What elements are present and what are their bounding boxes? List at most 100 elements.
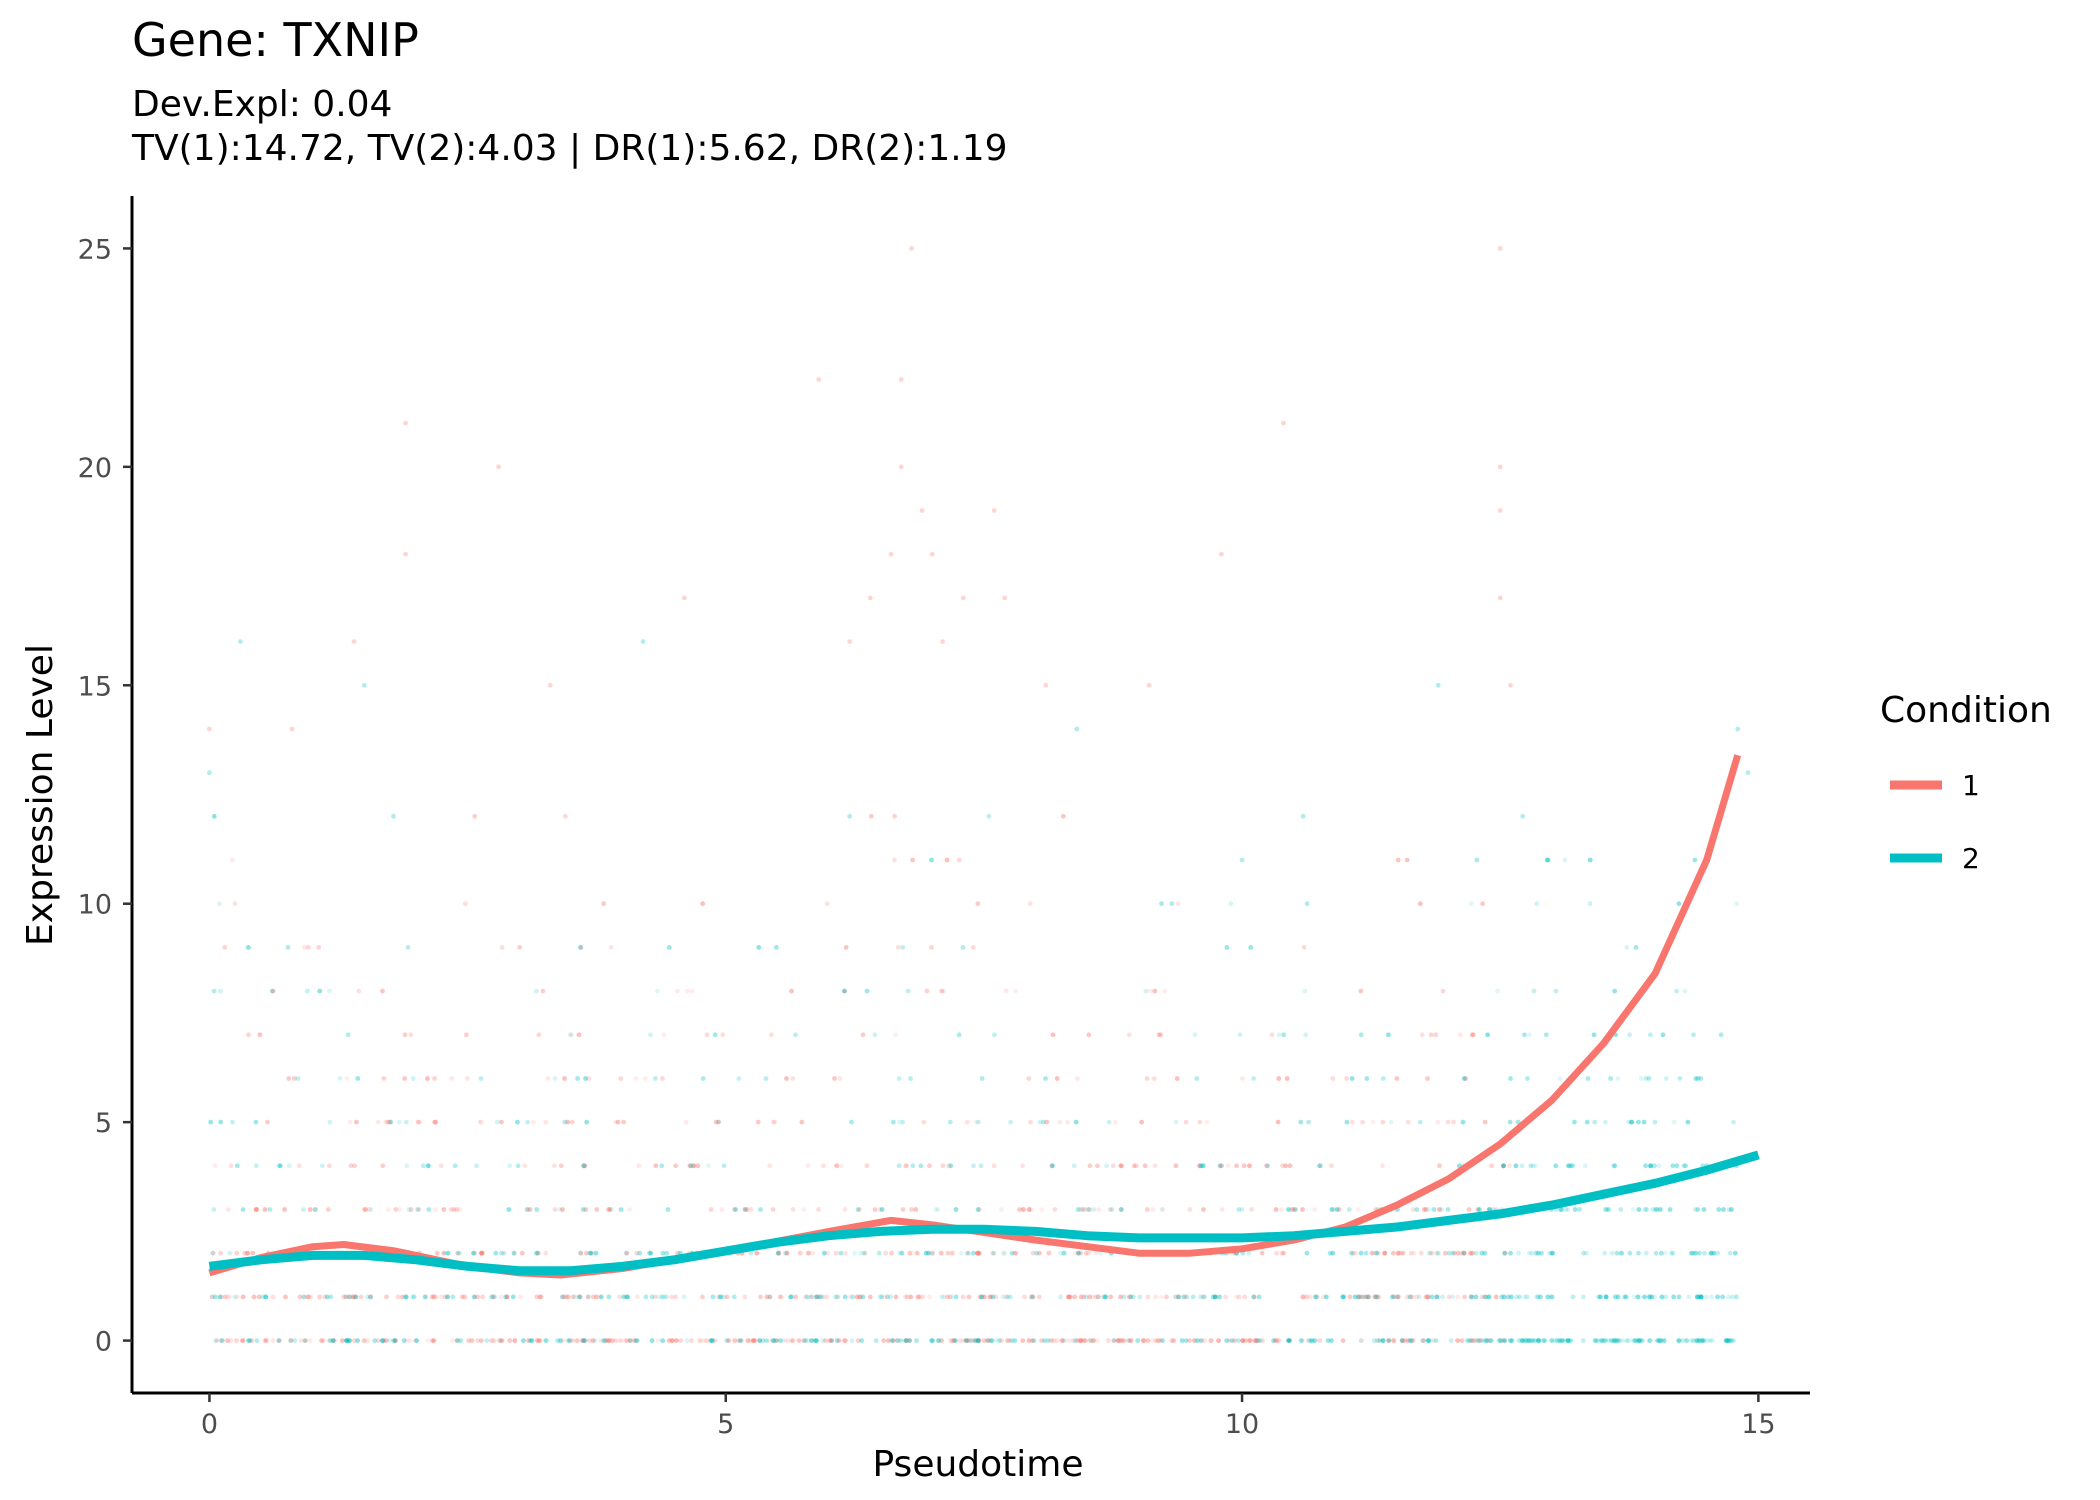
data-point [326,1338,332,1343]
data-point [1558,1338,1564,1343]
data-point [1075,1338,1080,1343]
data-point [895,1338,900,1343]
data-point [777,1294,783,1300]
data-point [1479,1338,1485,1343]
data-point [1545,857,1551,863]
data-point [1565,1207,1570,1212]
data-point [320,1338,326,1343]
data-point [710,1294,716,1300]
data-point [462,1294,468,1300]
data-point [799,1119,805,1125]
data-point [976,1207,982,1212]
data-point [1051,1338,1057,1343]
data-point [960,945,966,950]
data-point [888,551,894,557]
data-point [788,1294,794,1300]
data-point [414,1338,420,1343]
data-point [1286,1207,1291,1212]
data-point [1533,1250,1539,1256]
data-point [892,813,897,819]
data-point [1519,1163,1525,1169]
data-point [767,1294,773,1300]
data-point [598,1338,603,1343]
data-point [1115,1338,1121,1343]
data-point [1127,1338,1133,1343]
data-point [1635,1294,1641,1300]
data-point [269,988,275,994]
data-point [442,1250,448,1256]
data-point [527,1207,533,1212]
data-point [1428,1032,1434,1038]
data-point [675,988,680,994]
data-point [910,1163,916,1169]
data-point [1497,464,1503,470]
data-point [1648,1163,1654,1169]
data-point [1134,1163,1139,1169]
data-point [584,1119,590,1125]
chart-subtitle-line-2: TV(1):14.72, TV(2):4.03 | DR(1):5.62, DR… [131,128,1008,169]
data-point [343,1294,349,1300]
data-point [873,1338,879,1343]
data-point [1079,1207,1085,1212]
data-point [1658,1250,1664,1256]
data-point [276,1338,282,1343]
data-point [964,1119,970,1125]
data-point [393,1338,398,1343]
data-point [1592,1338,1598,1343]
data-point [345,1338,350,1343]
data-point [263,1294,268,1300]
data-point [1274,1338,1279,1343]
data-point [1735,726,1741,732]
data-point [796,1338,802,1343]
data-point [393,1207,399,1212]
data-point [1408,1294,1414,1300]
data-point [966,1338,972,1343]
data-point [832,1294,838,1300]
data-point [1435,1294,1441,1300]
data-point [570,1294,576,1300]
data-point [560,1294,565,1300]
data-point [397,1207,403,1212]
data-point [1286,1338,1292,1343]
data-point [469,1338,475,1343]
data-point [966,1294,972,1300]
data-point [769,1032,774,1038]
data-point [1113,1119,1118,1125]
data-point [973,1119,979,1125]
data-point [1632,1338,1638,1343]
data-point [1469,1032,1475,1038]
data-point [959,1250,964,1256]
data-point [536,1032,542,1038]
data-point [1234,1163,1239,1169]
data-point [898,377,904,382]
data-point [512,1338,518,1343]
data-point [1302,1294,1308,1300]
data-point [877,1294,883,1300]
data-point [410,1076,416,1081]
data-point [234,1338,239,1343]
data-point [560,1207,565,1212]
data-point [1657,1338,1662,1343]
data-point [1351,1250,1356,1256]
data-point [581,1163,587,1169]
data-point [543,1119,549,1125]
data-point [941,1294,946,1300]
data-point [1071,1163,1077,1169]
data-point [1081,1294,1087,1300]
data-point [1440,988,1446,994]
data-point [790,1338,796,1343]
data-point [381,1338,387,1343]
data-point [1465,1338,1470,1343]
data-point [687,1163,693,1169]
data-point [1445,1119,1451,1125]
data-point [770,1207,776,1212]
data-point [560,1294,565,1300]
data-point [385,1119,391,1125]
data-point [1346,1207,1352,1212]
data-point [988,1338,994,1343]
data-point [724,1338,730,1343]
data-point [1216,1338,1221,1343]
data-point [757,1338,763,1343]
x-tick-label: 15 [1741,1409,1775,1440]
data-point [1030,1294,1036,1300]
